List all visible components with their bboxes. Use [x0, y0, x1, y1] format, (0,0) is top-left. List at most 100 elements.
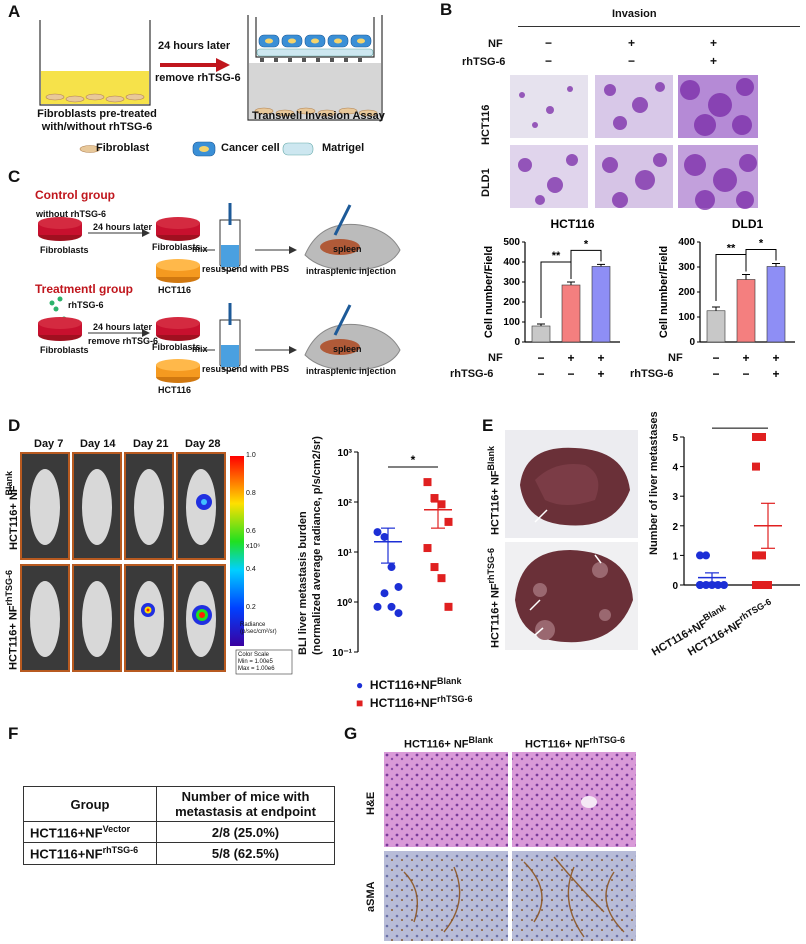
y-tick-label: 0	[672, 581, 678, 592]
arrow-top-label: 24 hours later	[158, 40, 231, 52]
row-rhtsg6-label: rhTSG-6	[462, 56, 506, 68]
data-point	[752, 433, 760, 441]
bli-legend-rhtsg6: ■ HCT116+NFrhTSG-6	[356, 694, 473, 710]
y-tick-label: 300	[678, 262, 695, 273]
significance-bracket	[570, 249, 602, 276]
y-tick-label: 400	[678, 237, 695, 248]
invasion-rule	[518, 26, 800, 27]
mix-label-2: mix	[192, 344, 208, 354]
data-point	[423, 478, 432, 487]
table-cell-count: 2/8 (25.0%)	[156, 820, 335, 844]
scale-tick-1: 1.0	[246, 452, 256, 459]
hours-label-1: 24 hours later	[93, 222, 153, 232]
y-tick-label: 10²	[338, 498, 353, 509]
data-point	[394, 609, 403, 618]
data-point	[752, 551, 760, 560]
bli-row2-label: HCT116+ NFrhTSG-6	[4, 569, 20, 670]
y-tick-label: 0	[514, 337, 520, 348]
fibroblasts-label-3: Fibroblasts	[40, 345, 89, 355]
color-scale-box: Color Scale Min = 1.00e5 Max = 1.00e6	[238, 652, 275, 672]
data-point	[373, 602, 382, 611]
right-dish-caption: Transwell Invasion Assay	[252, 110, 385, 122]
scale-tick-06: 0.6	[246, 528, 256, 535]
data-point	[444, 517, 453, 526]
liver-row1-label: HCT116+ NFBlank	[486, 445, 502, 535]
fibroblasts-label-2: Fibroblasts	[152, 242, 201, 252]
bli-row1-label: HCT116+ NFBlank	[4, 470, 20, 550]
rhtsg6-sign: −	[537, 367, 544, 381]
mix-label-1: mix	[192, 244, 208, 254]
hct116-label-1: HCT116	[158, 285, 192, 295]
without-label: without rhTSG-6	[36, 209, 106, 219]
data-point	[437, 500, 446, 509]
y-tick-label: 1	[672, 551, 678, 562]
bar-charts: HCT116 Cell number/Field 0 100 200 300 400 500 *…	[483, 217, 795, 381]
metastases-scatter: 0 1 2 3 4 5 *	[672, 425, 800, 592]
day-14-label: Day 14	[80, 438, 116, 450]
table-header-group: Group	[23, 786, 157, 822]
scale-tick-02: 0.2	[246, 604, 256, 611]
hours-label-2: 24 hours later	[93, 322, 153, 332]
rhtsg6-sign: +	[772, 367, 779, 381]
significance-label: **	[552, 250, 561, 262]
data-point	[752, 581, 760, 589]
panel-label-a: A	[8, 2, 21, 21]
data-point	[394, 582, 403, 591]
histo-col1-label: HCT116+ NFBlank	[404, 735, 494, 751]
table-cell-count: 5/8 (62.5%)	[156, 842, 335, 865]
table-row: HCT116+NFrhTSG-6 5/8 (62.5%)	[23, 842, 335, 865]
rhtsg6-sign: +	[597, 367, 604, 381]
fibroblasts-label-1: Fibroblasts	[40, 245, 89, 255]
spleen-label-2: spleen	[333, 344, 362, 354]
significance-label: *	[411, 453, 416, 467]
y-tick-label: 10⁻¹	[332, 648, 352, 659]
data-point	[444, 602, 453, 611]
arrow-bottom-label: remove rhTSG-6	[155, 72, 241, 84]
y-tick-label: 3	[672, 492, 678, 503]
invasion-micrographs	[510, 75, 758, 210]
data-point	[387, 563, 396, 572]
data-point	[758, 551, 766, 560]
chart-title: DLD1	[732, 217, 764, 231]
data-point	[758, 581, 766, 589]
nf-sign-1: −	[545, 36, 553, 50]
fibroblast-icon	[79, 145, 101, 153]
bli-ylabel: BLI liver metastasis burden (normalized a…	[297, 436, 323, 655]
y-tick-label: 5	[672, 433, 678, 444]
metastases-ylabel: Number of liver metastases	[648, 411, 660, 555]
injection-label-2: intrasplenic injection	[306, 366, 397, 376]
y-tick-label: 0	[689, 337, 695, 348]
liver-row2-label: HCT116+ NFrhTSG-6	[486, 547, 502, 648]
y-tick-label: 400	[503, 257, 520, 268]
scale-exponent: x10⁶	[246, 543, 261, 550]
y-tick-label: 4	[672, 463, 678, 474]
panel-label-b: B	[440, 0, 453, 19]
data-point	[423, 544, 432, 553]
chart-title: HCT116	[550, 217, 594, 231]
panel-a-diagram	[39, 15, 383, 157]
nf-sign-2: +	[628, 36, 636, 50]
remove-label: remove rhTSG-6	[88, 336, 159, 346]
rh-sign-2: −	[628, 54, 636, 68]
table-row: HCT116+NFVector 2/8 (25.0%)	[23, 820, 335, 844]
injection-label-1: intrasplenic injection	[306, 266, 397, 276]
spleen-label-1: spleen	[333, 244, 362, 254]
nf-sign: −	[537, 351, 544, 365]
data-point	[714, 581, 722, 589]
y-axis-label: Cell number/Field	[658, 246, 670, 338]
bottom-rhtsg6-label-2: rhTSG-6	[630, 368, 674, 380]
bar	[561, 284, 581, 343]
panel-c-diagram	[38, 203, 401, 383]
significance-bracket	[745, 249, 777, 269]
scale-tick-08: 0.8	[246, 490, 256, 497]
bar	[706, 310, 726, 343]
data-point	[437, 574, 446, 583]
y-tick-label: 200	[503, 297, 520, 308]
liver-photos	[505, 430, 638, 650]
histo-col2-label: HCT116+ NFrhTSG-6	[525, 735, 626, 751]
histology-images	[384, 752, 636, 941]
data-point	[702, 551, 710, 560]
metastasis-table: Group Number of mice with metastasis at …	[23, 786, 335, 865]
y-tick-label: 300	[503, 277, 520, 288]
panel-label-d: D	[8, 416, 21, 435]
